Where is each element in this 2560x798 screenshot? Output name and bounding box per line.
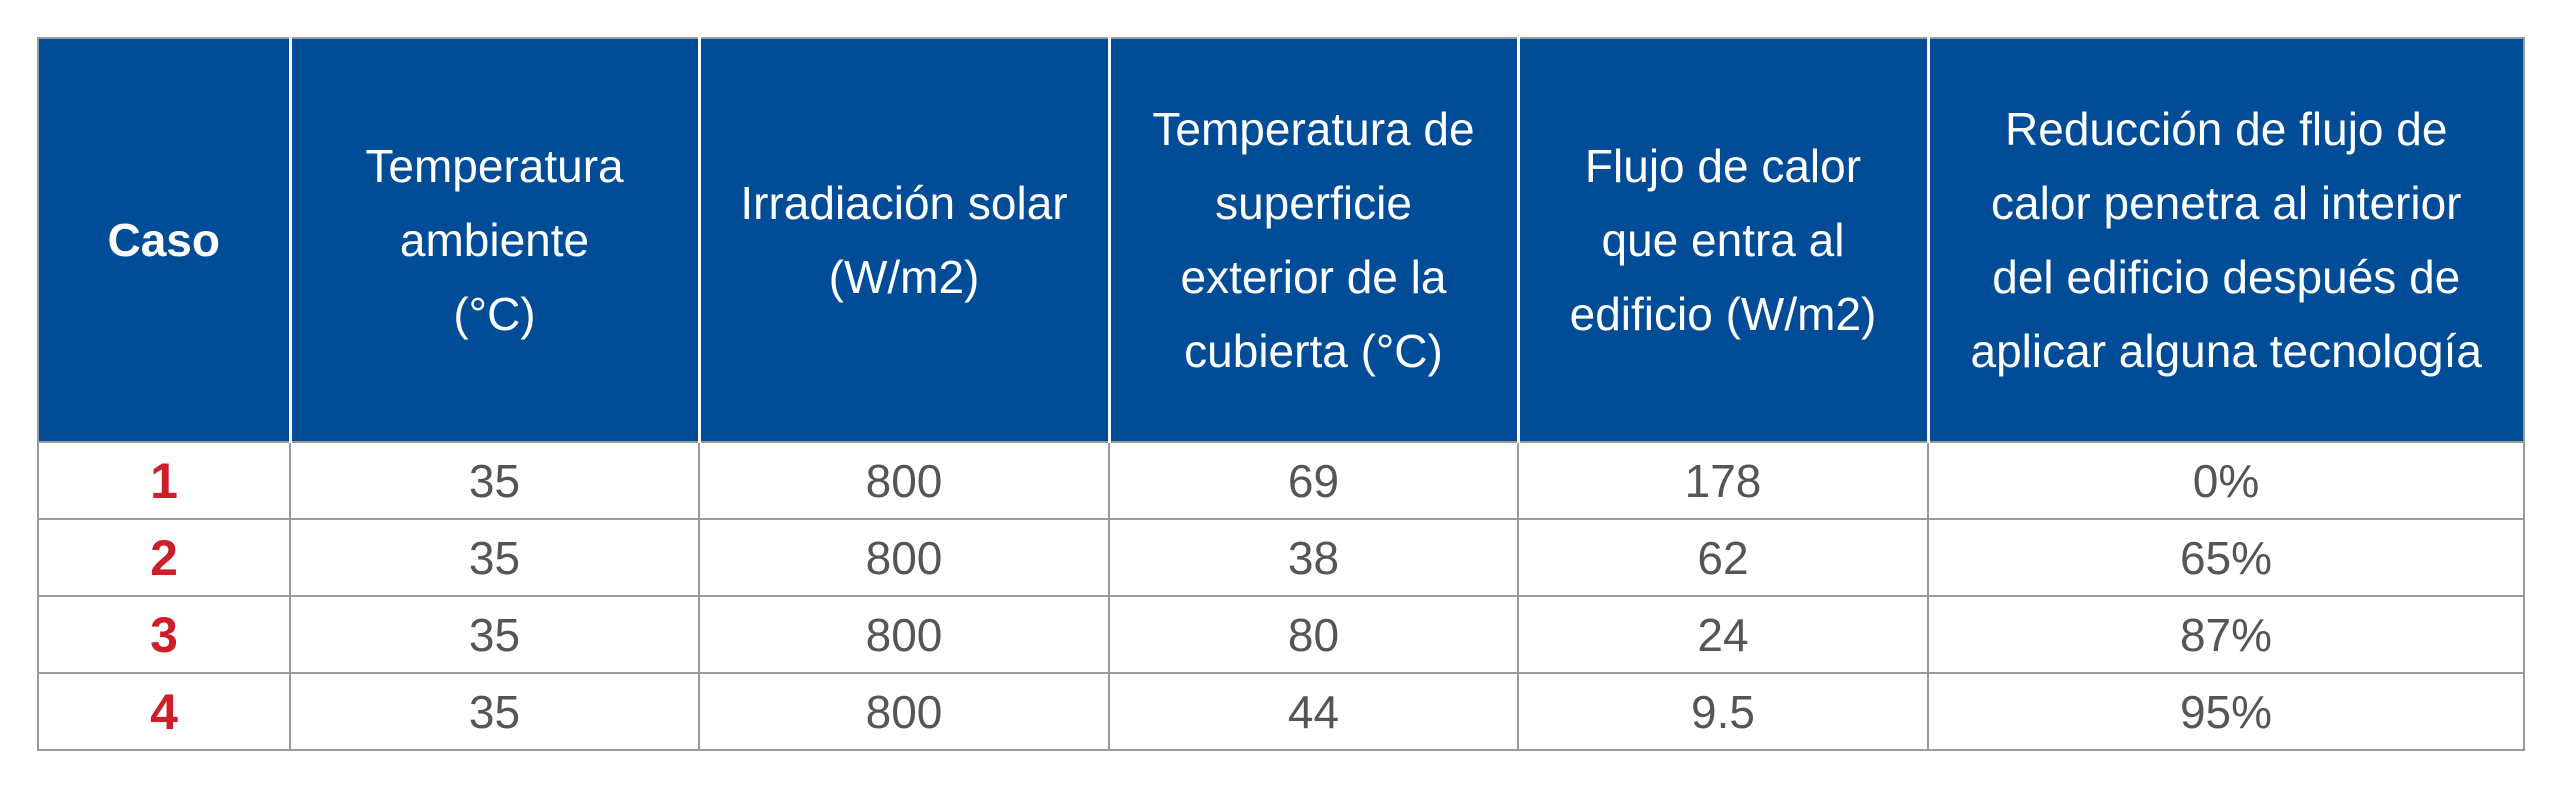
cell-temperatura-superficie: 80 bbox=[1108, 595, 1519, 674]
cell-caso: 2 bbox=[37, 518, 291, 597]
header-flujo-calor: Flujo de calor que entra al edificio (W/… bbox=[1516, 37, 1930, 442]
table-row: 1 35 800 69 178 0% bbox=[37, 441, 2525, 520]
header-caso: Caso bbox=[37, 37, 292, 442]
header-temperatura-ambiente: Temperatura ambiente (°C) bbox=[288, 37, 701, 442]
cell-caso: 3 bbox=[37, 595, 291, 674]
cell-temperatura-ambiente: 35 bbox=[289, 441, 700, 520]
header-irradiacion-solar: Irradiación solar (W/m2) bbox=[697, 37, 1111, 442]
cell-reduccion: 87% bbox=[1927, 595, 2525, 674]
cell-temperatura-superficie: 44 bbox=[1108, 672, 1519, 751]
cell-reduccion: 65% bbox=[1927, 518, 2525, 597]
table-row: 3 35 800 80 24 87% bbox=[37, 595, 2525, 674]
cell-irradiacion-solar: 800 bbox=[698, 595, 1110, 674]
cell-temperatura-ambiente: 35 bbox=[289, 518, 700, 597]
table-row: 4 35 800 44 9.5 95% bbox=[37, 672, 2525, 751]
cell-temperatura-ambiente: 35 bbox=[289, 595, 700, 674]
cell-reduccion: 0% bbox=[1927, 441, 2525, 520]
header-flujo-calor-text: Flujo de calor que entra al edificio (W/… bbox=[1569, 140, 1877, 340]
cell-caso: 1 bbox=[37, 441, 291, 520]
cell-flujo-calor: 24 bbox=[1517, 595, 1929, 674]
header-reduccion-flujo-text: Reducción de flujo de calor penetra al i… bbox=[1970, 103, 2482, 377]
cell-irradiacion-solar: 800 bbox=[698, 518, 1110, 597]
cell-temperatura-ambiente: 35 bbox=[289, 672, 700, 751]
table-header-row: Caso Temperatura ambiente (°C) Irradiaci… bbox=[37, 37, 2525, 442]
cell-irradiacion-solar: 800 bbox=[698, 672, 1110, 751]
header-reduccion-flujo: Reducción de flujo de calor penetra al i… bbox=[1926, 37, 2525, 442]
header-temperatura-superficie-text: Temperatura de superficie exterior de la… bbox=[1152, 103, 1475, 377]
cell-flujo-calor: 9.5 bbox=[1517, 672, 1929, 751]
cell-reduccion: 95% bbox=[1927, 672, 2525, 751]
cell-temperatura-superficie: 69 bbox=[1108, 441, 1519, 520]
table-row: 2 35 800 38 62 65% bbox=[37, 518, 2525, 597]
cell-flujo-calor: 62 bbox=[1517, 518, 1929, 597]
cell-flujo-calor: 178 bbox=[1517, 441, 1929, 520]
cell-temperatura-superficie: 38 bbox=[1108, 518, 1519, 597]
cell-irradiacion-solar: 800 bbox=[698, 441, 1110, 520]
cell-caso: 4 bbox=[37, 672, 291, 751]
header-irradiacion-solar-text: Irradiación solar (W/m2) bbox=[740, 177, 1068, 303]
header-temperatura-ambiente-text: Temperatura ambiente (°C) bbox=[365, 140, 624, 340]
results-table: Caso Temperatura ambiente (°C) Irradiaci… bbox=[37, 37, 2525, 751]
data-table-container: Caso Temperatura ambiente (°C) Irradiaci… bbox=[37, 37, 2525, 751]
header-temperatura-superficie: Temperatura de superficie exterior de la… bbox=[1107, 37, 1520, 442]
